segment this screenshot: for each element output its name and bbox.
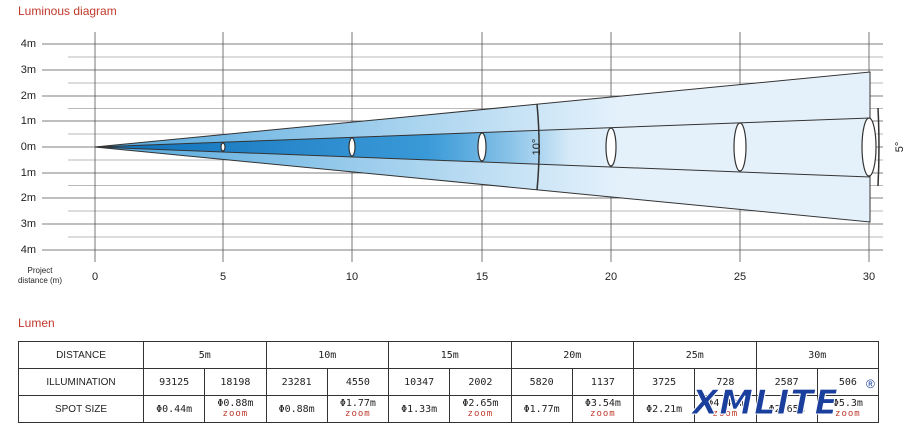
table-cell: Φ3.54m zoom <box>571 395 635 423</box>
table-row: ILLUMINATION 93125 18198 23281 4550 10347 2002… <box>18 368 880 396</box>
logo-mark: ® <box>866 377 875 391</box>
angle-arc <box>536 103 540 191</box>
diagram-title: Luminous diagram <box>18 4 117 18</box>
spot <box>220 142 226 152</box>
angle-label: 5° <box>894 142 906 153</box>
spot <box>348 137 356 157</box>
y-label: 1m <box>21 167 36 179</box>
spot-size: Φ5.3m <box>832 398 863 409</box>
y-label: 2m <box>21 192 36 204</box>
spot <box>605 127 617 167</box>
spot-note: zoom <box>712 409 739 419</box>
x-axis-label: Project <box>28 266 54 275</box>
spot <box>861 117 877 177</box>
table-row: SPOT SIZE Φ0.44m Φ0.88m zoom Φ0.88m Φ1.77m zoo… <box>18 395 880 423</box>
table-cell: Φ2.65m zoom <box>449 395 512 423</box>
table-cell: 728 <box>694 368 757 396</box>
table-cell: Φ0.44m <box>142 395 206 423</box>
spot-size: Φ0.88m <box>278 403 315 415</box>
table-cell: 25m <box>633 341 757 369</box>
table-title: Lumen <box>18 316 55 330</box>
x-axis-label: distance (m) <box>18 276 62 285</box>
table-cell: Φ0.88m <box>265 395 328 423</box>
spot-size: Φ2.21m <box>646 403 683 415</box>
table-cell: ILLUMINATION <box>18 368 144 396</box>
x-label: 0 <box>92 271 98 283</box>
table-cell: 23281 <box>265 368 328 396</box>
table-cell: Φ2.65m <box>755 395 818 423</box>
x-label: 15 <box>476 271 488 283</box>
y-label: 4m <box>21 38 36 50</box>
x-label: 25 <box>734 271 746 283</box>
y-label: 2m <box>21 90 36 102</box>
table-cell: SPOT SIZE <box>18 395 144 423</box>
table-cell: 15m <box>388 341 512 369</box>
table-cell: 5m <box>143 341 267 369</box>
spot-size: Φ2.65m <box>462 398 499 409</box>
table-cell: 506 <box>816 368 880 396</box>
y-label: 4m <box>21 244 36 256</box>
y-label: 3m <box>21 64 36 76</box>
table-cell: Φ5.3m zoom <box>816 395 880 423</box>
spot-size: Φ1.33m <box>401 403 438 415</box>
spot-size: Φ0.88m <box>217 398 254 409</box>
spot-size: Φ1.77m <box>523 403 560 415</box>
angle-arc <box>877 107 880 187</box>
table-cell: Φ1.33m <box>388 395 451 423</box>
table-row: DISTANCE 5m 10m 15m 20m 25m 30m <box>18 341 880 369</box>
spot-size: Φ2.65m <box>768 403 805 415</box>
y-label: 3m <box>21 218 36 230</box>
table-cell: 10m <box>265 341 390 369</box>
logo: XMLITE <box>692 383 839 424</box>
table-cell: 4550 <box>326 368 390 396</box>
angle-label: 10° <box>531 139 543 156</box>
spot-ellipses <box>220 117 877 177</box>
table-cell: 93125 <box>142 368 206 396</box>
spot-note: zoom <box>222 409 249 419</box>
lumen-table: DISTANCE 5m 10m 15m 20m 25m 30m ILLUMINATION 931… <box>18 341 880 423</box>
table-cell: 1137 <box>571 368 635 396</box>
table-cell: 30m <box>755 341 880 369</box>
x-label: 30 <box>863 271 875 283</box>
table-cell: Φ2.21m <box>633 395 696 423</box>
spot-note: zoom <box>590 409 616 419</box>
table-cell: Φ1.77m zoom <box>326 395 390 423</box>
spot <box>477 132 487 162</box>
x-label: 5 <box>220 271 226 283</box>
spot-size: Φ3.54m <box>584 398 621 409</box>
spot-size: Φ1.77m <box>339 398 376 409</box>
table-cell: 10347 <box>388 368 451 396</box>
luminous-diagram: 10° 5° Project distance (m) 4m 3m 2m 1m 0m 1m… <box>18 32 906 285</box>
table-cell: 3725 <box>633 368 696 396</box>
spot-note: zoom <box>345 409 371 419</box>
x-label: 20 <box>605 271 617 283</box>
table-cell: Φ0.88m zoom <box>204 395 267 423</box>
spot-size: Φ0.44m <box>156 403 193 415</box>
table-cell: 20m <box>510 341 635 369</box>
y-label: 0m <box>21 141 36 153</box>
table-cell: Φ1.77m <box>510 395 573 423</box>
x-label: 10 <box>346 271 358 283</box>
spot-note: zoom <box>835 409 861 419</box>
table-cell: 2002 <box>449 368 512 396</box>
spot-size: Φ4.42m <box>707 398 744 409</box>
table-cell: 18198 <box>204 368 267 396</box>
table-cell: DISTANCE <box>18 341 144 369</box>
y-label: 1m <box>21 115 36 127</box>
table-cell: 5820 <box>510 368 573 396</box>
spot <box>733 122 747 172</box>
spot-note: zoom <box>467 409 494 419</box>
